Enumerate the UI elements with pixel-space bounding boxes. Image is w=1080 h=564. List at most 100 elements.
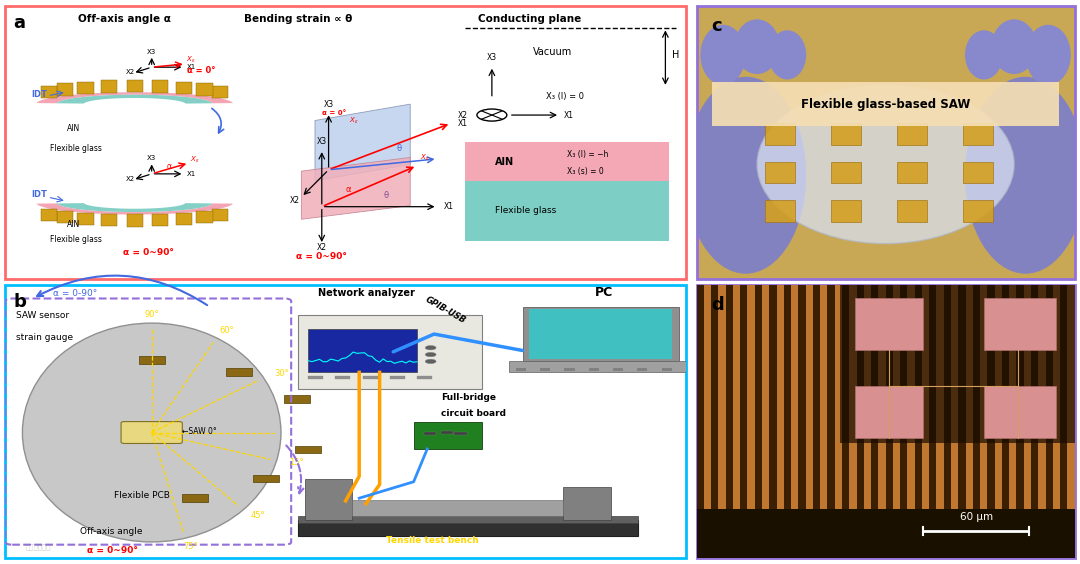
- Text: 45°: 45°: [251, 511, 265, 520]
- Bar: [900, 285, 907, 558]
- Text: AlN: AlN: [67, 220, 80, 229]
- Bar: [363, 376, 378, 379]
- Ellipse shape: [701, 25, 745, 85]
- Bar: [896, 161, 927, 183]
- Bar: [966, 285, 973, 558]
- Text: X1: X1: [564, 111, 573, 120]
- Bar: [963, 161, 994, 183]
- Circle shape: [477, 109, 507, 121]
- Bar: [718, 285, 726, 558]
- Bar: [878, 285, 886, 558]
- Text: α: α: [346, 184, 351, 193]
- Bar: [1067, 285, 1075, 558]
- Text: c: c: [712, 16, 723, 34]
- Text: PC: PC: [595, 286, 613, 299]
- Text: SAW sensor: SAW sensor: [15, 311, 69, 320]
- Text: IDT: IDT: [31, 90, 48, 99]
- Bar: [138, 356, 164, 364]
- Bar: [835, 285, 842, 558]
- Bar: [896, 124, 927, 145]
- Circle shape: [426, 346, 436, 350]
- Bar: [509, 362, 692, 372]
- Bar: [806, 285, 813, 558]
- Bar: [840, 285, 1075, 443]
- Text: d: d: [712, 296, 725, 314]
- Bar: [765, 200, 795, 222]
- Polygon shape: [57, 95, 213, 104]
- Bar: [253, 475, 279, 482]
- Bar: [1038, 285, 1045, 558]
- Bar: [704, 285, 711, 558]
- Text: X₃ (l) = 0: X₃ (l) = 0: [546, 91, 584, 100]
- Bar: [1009, 285, 1016, 558]
- Bar: [1024, 285, 1031, 558]
- Bar: [336, 376, 350, 379]
- Bar: [886, 285, 893, 558]
- Bar: [564, 368, 575, 371]
- Bar: [308, 329, 417, 372]
- Text: AlN: AlN: [67, 125, 80, 134]
- Bar: [308, 376, 323, 379]
- Bar: [755, 285, 762, 558]
- Bar: [798, 285, 806, 558]
- Bar: [831, 200, 861, 222]
- Text: X3: X3: [147, 155, 157, 161]
- Bar: [784, 285, 791, 558]
- Polygon shape: [37, 204, 233, 214]
- Text: 75°: 75°: [183, 541, 198, 550]
- Text: Flexible glass: Flexible glass: [496, 206, 556, 215]
- Circle shape: [426, 359, 436, 364]
- Bar: [295, 446, 321, 453]
- Bar: [855, 386, 923, 438]
- Text: Full-bridge: Full-bridge: [441, 393, 496, 402]
- Ellipse shape: [734, 19, 780, 74]
- Text: X1: X1: [444, 202, 455, 211]
- Polygon shape: [301, 157, 410, 219]
- Bar: [152, 80, 168, 92]
- Text: X1: X1: [187, 64, 197, 70]
- Text: X₃ (l) = −h: X₃ (l) = −h: [567, 150, 608, 159]
- Bar: [100, 80, 118, 92]
- Bar: [831, 161, 861, 183]
- Bar: [907, 285, 915, 558]
- Bar: [1002, 285, 1009, 558]
- Bar: [791, 285, 798, 558]
- Bar: [41, 86, 57, 98]
- Bar: [958, 285, 966, 558]
- Bar: [765, 124, 795, 145]
- Text: Vacuum: Vacuum: [532, 47, 572, 57]
- Bar: [747, 285, 755, 558]
- Ellipse shape: [23, 323, 281, 542]
- Bar: [77, 82, 94, 94]
- Bar: [1045, 285, 1053, 558]
- Text: 30°: 30°: [274, 369, 288, 378]
- Text: Conducting plane: Conducting plane: [477, 14, 581, 24]
- Text: 15°: 15°: [289, 459, 303, 468]
- Bar: [152, 214, 168, 226]
- Bar: [984, 386, 1055, 438]
- Bar: [176, 213, 192, 225]
- Bar: [226, 368, 252, 376]
- Bar: [872, 285, 878, 558]
- Bar: [697, 285, 704, 558]
- Text: α = 0~90°: α = 0~90°: [296, 252, 348, 261]
- Text: X2: X2: [289, 196, 299, 205]
- Bar: [417, 376, 432, 379]
- Text: H: H: [672, 50, 679, 60]
- Bar: [183, 494, 208, 501]
- Bar: [57, 211, 73, 223]
- Text: X3: X3: [324, 100, 334, 109]
- Bar: [284, 395, 310, 403]
- Bar: [589, 368, 598, 371]
- Text: X3: X3: [487, 54, 497, 63]
- Text: ←SAW 0°: ←SAW 0°: [183, 428, 217, 437]
- Text: X1: X1: [187, 171, 197, 177]
- Bar: [686, 368, 696, 371]
- Text: X₃ (s) = 0: X₃ (s) = 0: [567, 166, 604, 175]
- Bar: [944, 285, 951, 558]
- Text: α = 0~90°: α = 0~90°: [87, 546, 138, 555]
- Text: circuit board: circuit board: [441, 409, 505, 418]
- Bar: [540, 368, 550, 371]
- Bar: [893, 285, 900, 558]
- Text: 艾邦半导体网: 艾邦半导体网: [26, 544, 52, 550]
